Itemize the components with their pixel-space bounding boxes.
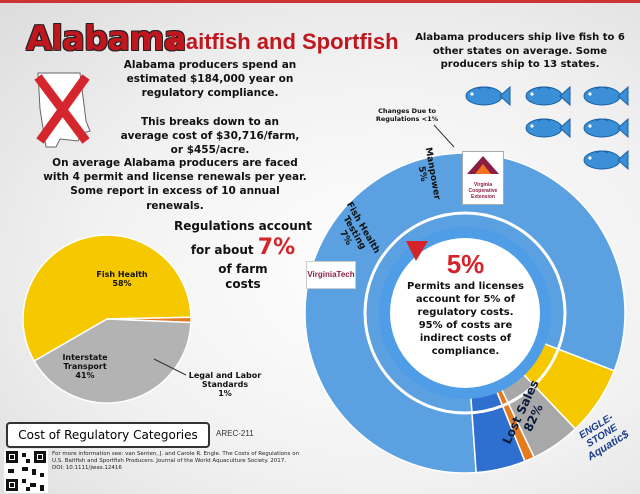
- donut-center-percent: 5%: [446, 249, 485, 279]
- regulations-line1: Regulations account: [173, 219, 313, 233]
- donut-label-changes: Changes Due to Regulations <1%: [372, 107, 442, 123]
- vce-line1: Virginia: [473, 182, 493, 188]
- fish-icon: [580, 115, 629, 139]
- fish-icon: [580, 147, 629, 171]
- pie-label-fish-health: Fish Health 58%: [92, 270, 152, 288]
- pie-label-fish-health-name: Fish Health: [96, 270, 148, 279]
- donut-label-changes-1: Changes Due to: [378, 107, 436, 115]
- donut-text-line2: account for 5% of: [415, 294, 516, 305]
- regulations-line2: for about: [190, 243, 254, 257]
- red-pointer-icon: [406, 241, 428, 261]
- donut-center-text: 5% Permits and licenses account for 5% o…: [398, 249, 533, 358]
- donut-center: [390, 238, 540, 388]
- donut-text-line4: 95% of costs are: [418, 320, 513, 331]
- pie-label-fish-health-pct: 58%: [112, 279, 132, 288]
- virginia-tech-label: VirginiaTech: [307, 270, 355, 279]
- regulations-percent: 7%: [257, 235, 296, 260]
- vce-line3: Extension: [471, 193, 495, 200]
- donut-label-changes-2: Regulations <1%: [375, 115, 439, 123]
- legal-leader-line: [153, 358, 187, 376]
- pie-slice-interstate-transport: [33, 318, 192, 404]
- shipping-text: Alabama producers ship live fish to 6 ot…: [415, 32, 625, 70]
- pie-label-legal: Legal and Labor Standards 1%: [182, 371, 268, 398]
- donut-text-line3: regulatory costs.: [417, 307, 514, 318]
- pie-label-interstate: Interstate Transport 41%: [50, 353, 120, 380]
- fish-icon: [522, 83, 571, 107]
- page-title: Alabama: [26, 19, 187, 59]
- donut-text-line1: Permits and licenses: [407, 281, 524, 292]
- code-label: AREC-211: [216, 429, 254, 438]
- vce-logo-mark-icon: [467, 156, 499, 174]
- reference-doi: DOI: 10.1111/jwas.12416: [52, 465, 122, 472]
- reference-text: For more information see: van Senten, J.…: [52, 451, 382, 472]
- reference-line1: For more information see: van Senten, J.…: [52, 451, 300, 457]
- cost-categories-pie-chart: [22, 234, 192, 404]
- pie-label-interstate-pct: 41%: [75, 371, 95, 380]
- vce-logo-text: Virginia Cooperative Extension: [463, 182, 503, 200]
- page-subtitle: Baitfish and Sportfish: [170, 29, 399, 54]
- alabama-map-icon: [34, 72, 91, 148]
- cost-categories-caption: Cost of Regulatory Categories: [6, 422, 210, 448]
- pie-label-interstate-name2: Transport: [63, 362, 107, 371]
- pie-label-legal-name1: Legal and Labor: [188, 371, 262, 380]
- qr-code-icon: [4, 449, 48, 493]
- donut-center-body: Permits and licenses account for 5% of r…: [398, 280, 533, 358]
- donut-text-line5: indirect costs of: [419, 333, 512, 344]
- fish-icon: [462, 83, 511, 107]
- vce-logo: Virginia Cooperative Extension: [462, 151, 504, 205]
- pie-slice-fish-health: [22, 234, 192, 363]
- compliance-text: Alabama producers spend an estimated $18…: [123, 59, 297, 100]
- pie-label-legal-name2: Standards: [201, 380, 249, 389]
- regulations-line2-wrap: for about 7%: [168, 234, 318, 262]
- permits-text: On average Alabama producers are faced w…: [43, 157, 307, 212]
- regulations-line4: costs: [225, 276, 261, 291]
- donut-text-line6: compliance.: [431, 346, 500, 357]
- regulatory-costs-donut-chart: [304, 152, 626, 474]
- breakdown-text: This breaks down to an average cost of $…: [120, 116, 300, 157]
- fish-icon: [522, 115, 571, 139]
- reference-line2: U.S. Baitfish and Sportfish Producers. J…: [52, 458, 287, 465]
- pie-label-legal-pct: 1%: [218, 389, 232, 398]
- virginia-tech-logo: VirginiaTech: [306, 261, 356, 289]
- regulations-line3: of farm: [218, 261, 268, 276]
- regulations-callout: Regulations account for about 7% of farm…: [168, 219, 318, 292]
- changes-leader-line: [433, 124, 455, 148]
- fish-icon: [580, 83, 629, 107]
- pie-label-interstate-name1: Interstate: [62, 353, 108, 362]
- vce-line2: Cooperative: [468, 187, 498, 194]
